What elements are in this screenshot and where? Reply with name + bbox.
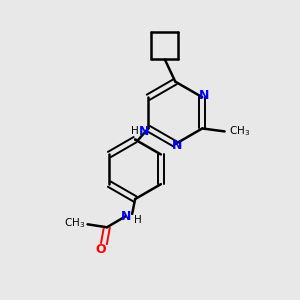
Text: CH$_3$: CH$_3$ xyxy=(229,124,250,138)
Text: H: H xyxy=(134,215,141,225)
Text: N: N xyxy=(139,125,149,138)
Text: O: O xyxy=(96,243,106,256)
Text: CH$_3$: CH$_3$ xyxy=(64,216,85,230)
Text: N: N xyxy=(199,89,209,102)
Text: N: N xyxy=(120,210,131,223)
Text: N: N xyxy=(172,139,182,152)
Text: H: H xyxy=(131,125,139,136)
